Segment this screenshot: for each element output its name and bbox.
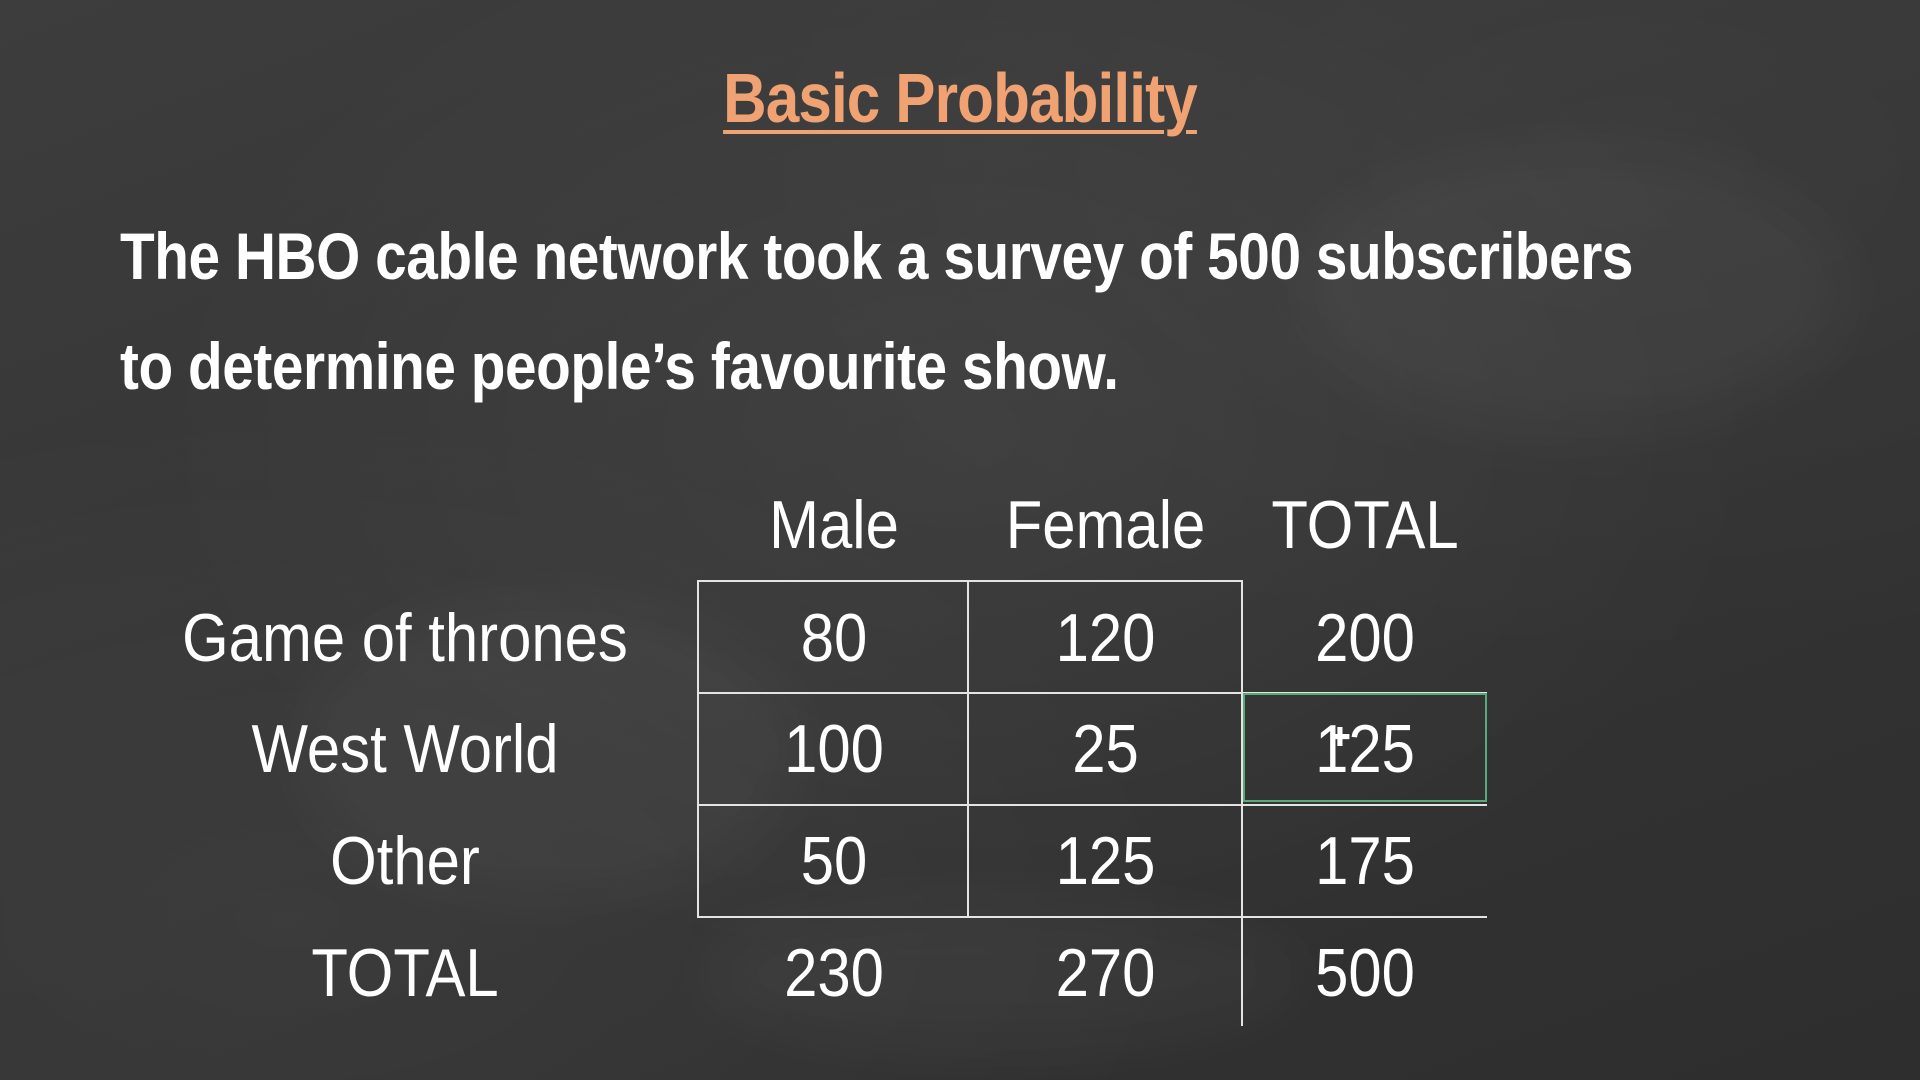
table-cell-selected[interactable]: 125 bbox=[1315, 711, 1415, 787]
row-label-other: Other bbox=[330, 823, 480, 899]
move-cursor-icon: ✚ bbox=[1329, 722, 1351, 752]
description-line-1: The HBO cable network took a survey of 5… bbox=[120, 219, 1633, 293]
row-label-game-of-thrones: Game of thrones bbox=[182, 600, 628, 676]
table-cell-total: 230 bbox=[784, 935, 884, 1011]
table-cell: 175 bbox=[1315, 823, 1415, 899]
row-label-total: TOTAL bbox=[311, 935, 499, 1011]
row-label-west-world: West World bbox=[251, 711, 559, 787]
grid-line bbox=[697, 692, 1487, 694]
grid-line bbox=[697, 580, 699, 918]
table-cell: 80 bbox=[800, 600, 868, 676]
table-cell: 120 bbox=[1055, 600, 1156, 676]
slide-title-text: Basic Probability bbox=[723, 59, 1198, 137]
table-cell-total: 270 bbox=[1055, 935, 1156, 1011]
table-cell: 200 bbox=[1315, 600, 1415, 676]
column-header-total: TOTAL bbox=[1271, 487, 1459, 563]
table-cell: 125 bbox=[1055, 823, 1156, 899]
grid-line bbox=[697, 580, 1243, 582]
cell-selection-outline bbox=[1243, 693, 1487, 802]
column-header-male: Male bbox=[769, 487, 899, 563]
table-cell: 25 bbox=[1072, 711, 1139, 787]
column-header-female: Female bbox=[1005, 487, 1206, 563]
grid-line bbox=[697, 916, 1487, 918]
grid-line bbox=[1241, 580, 1243, 1026]
slide-title: Basic Probability bbox=[134, 58, 1785, 138]
table-cell: 100 bbox=[784, 711, 884, 787]
table-cell: 50 bbox=[800, 823, 868, 899]
grid-line bbox=[967, 580, 969, 918]
table-cell-total: 500 bbox=[1315, 935, 1415, 1011]
grid-line bbox=[697, 804, 1487, 806]
description-line-2: to determine people’s favourite show. bbox=[120, 329, 1119, 403]
